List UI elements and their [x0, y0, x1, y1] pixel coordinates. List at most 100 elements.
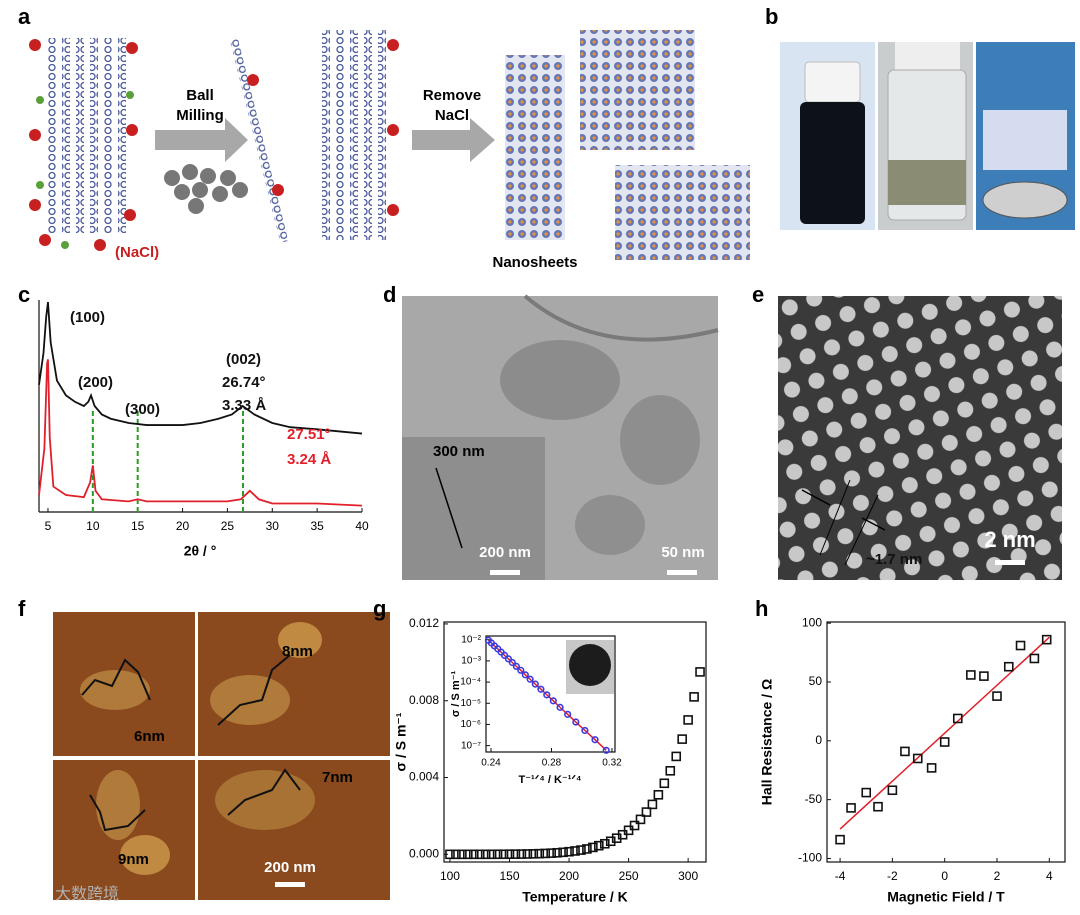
point — [846, 803, 856, 813]
x-tick-label: 5 — [45, 519, 52, 533]
x-tick-label: 40 — [355, 519, 369, 533]
point — [602, 746, 610, 754]
x-axis-label: Temperature / K — [522, 889, 628, 905]
point — [1015, 640, 1026, 651]
point — [564, 846, 574, 857]
point — [549, 697, 557, 705]
scale-label: 50 nm — [661, 544, 704, 561]
panel-label: d — [383, 282, 396, 307]
point — [1041, 634, 1052, 645]
point — [591, 736, 599, 744]
panel-label: e — [752, 282, 764, 307]
point — [534, 848, 545, 859]
point — [887, 785, 898, 796]
annotation: 3.33 Å — [222, 397, 266, 414]
x-tick-label: 0.28 — [542, 758, 562, 769]
y-tick-label: 10⁻⁷ — [461, 740, 481, 751]
y-tick-label: 0 — [815, 733, 822, 747]
point — [683, 715, 693, 725]
point — [457, 849, 467, 860]
point — [979, 671, 989, 681]
point — [900, 746, 910, 757]
panel-label: c — [18, 282, 30, 307]
annotation: 27.51° — [287, 426, 331, 443]
x-tick-label: 250 — [619, 869, 639, 883]
step-label: NaCl — [435, 107, 469, 124]
point — [564, 710, 572, 718]
point — [492, 849, 503, 860]
salt-label: (NaCl) — [115, 244, 159, 261]
point — [570, 846, 580, 856]
x-tick-label: -4 — [835, 869, 846, 883]
point — [522, 849, 533, 859]
x-tick-label: 300 — [678, 869, 698, 883]
fit-line — [839, 636, 1050, 830]
x-tick-label: 0.24 — [481, 758, 501, 769]
height-label: 7nm — [322, 769, 353, 786]
point — [873, 801, 883, 812]
x-tick-label: 25 — [221, 519, 235, 533]
point — [576, 845, 586, 855]
point — [588, 842, 598, 853]
y-tick-label: -50 — [805, 792, 823, 806]
x-axis-label: T⁻¹ᐟ⁴ / K⁻¹ᐟ⁴ — [519, 774, 582, 786]
point — [504, 849, 515, 859]
point — [510, 849, 521, 859]
annotation: (300) — [125, 401, 160, 418]
point — [912, 753, 923, 764]
y-tick-label: 0.012 — [409, 616, 439, 630]
plot-frame — [826, 621, 1066, 863]
step-label: Remove — [423, 87, 481, 104]
x-tick-label: 0.32 — [602, 758, 622, 769]
point — [605, 836, 616, 847]
point — [445, 849, 455, 860]
y-axis-label: σ / S m⁻¹ — [393, 712, 409, 771]
y-tick-label: 10⁻⁴ — [460, 677, 481, 688]
panel-label: b — [765, 4, 778, 29]
x-tick-label: 0 — [941, 869, 948, 883]
step-label: Ball — [186, 87, 214, 104]
watermark: 大数跨境 — [55, 884, 119, 903]
point — [531, 680, 539, 688]
point — [498, 849, 509, 860]
plot-frame — [443, 621, 707, 863]
step-label: Milling — [176, 107, 224, 124]
point — [966, 670, 976, 680]
x-axis-label: Magnetic Field / T — [887, 889, 1005, 905]
x-tick-label: 4 — [1046, 869, 1053, 883]
point — [653, 789, 664, 800]
point — [939, 737, 950, 747]
y-tick-label: 10⁻⁶ — [460, 719, 481, 730]
xrd-line — [38, 359, 363, 507]
annotation: 26.74° — [222, 374, 266, 391]
point — [671, 751, 682, 762]
point — [599, 838, 610, 849]
y-tick-label: 100 — [802, 615, 822, 629]
y-tick-label: 10⁻³ — [461, 656, 481, 667]
panel-d-image — [402, 294, 719, 580]
panel-label: g — [373, 596, 386, 621]
annotation: (200) — [78, 374, 113, 391]
height-label: 6nm — [134, 728, 165, 745]
point — [689, 692, 699, 702]
point — [480, 849, 491, 860]
panel-e-image — [778, 296, 1062, 580]
point — [835, 834, 845, 845]
point — [861, 787, 872, 798]
x-tick-label: 200 — [559, 869, 579, 883]
plot-frame — [485, 635, 616, 753]
panel-b-photos — [780, 42, 1075, 230]
point — [486, 849, 497, 860]
point — [540, 848, 551, 859]
point — [484, 636, 493, 644]
x-tick-label: 2 — [994, 869, 1001, 883]
annotation: (002) — [226, 351, 261, 368]
point — [926, 763, 937, 773]
panel-label: h — [755, 596, 768, 621]
length-label: 300 nm — [433, 443, 485, 460]
point — [992, 691, 1002, 701]
scale-label: 200 nm — [264, 859, 316, 876]
x-axis-label: 2θ / ° — [184, 543, 217, 559]
x-tick-label: 100 — [440, 869, 460, 883]
